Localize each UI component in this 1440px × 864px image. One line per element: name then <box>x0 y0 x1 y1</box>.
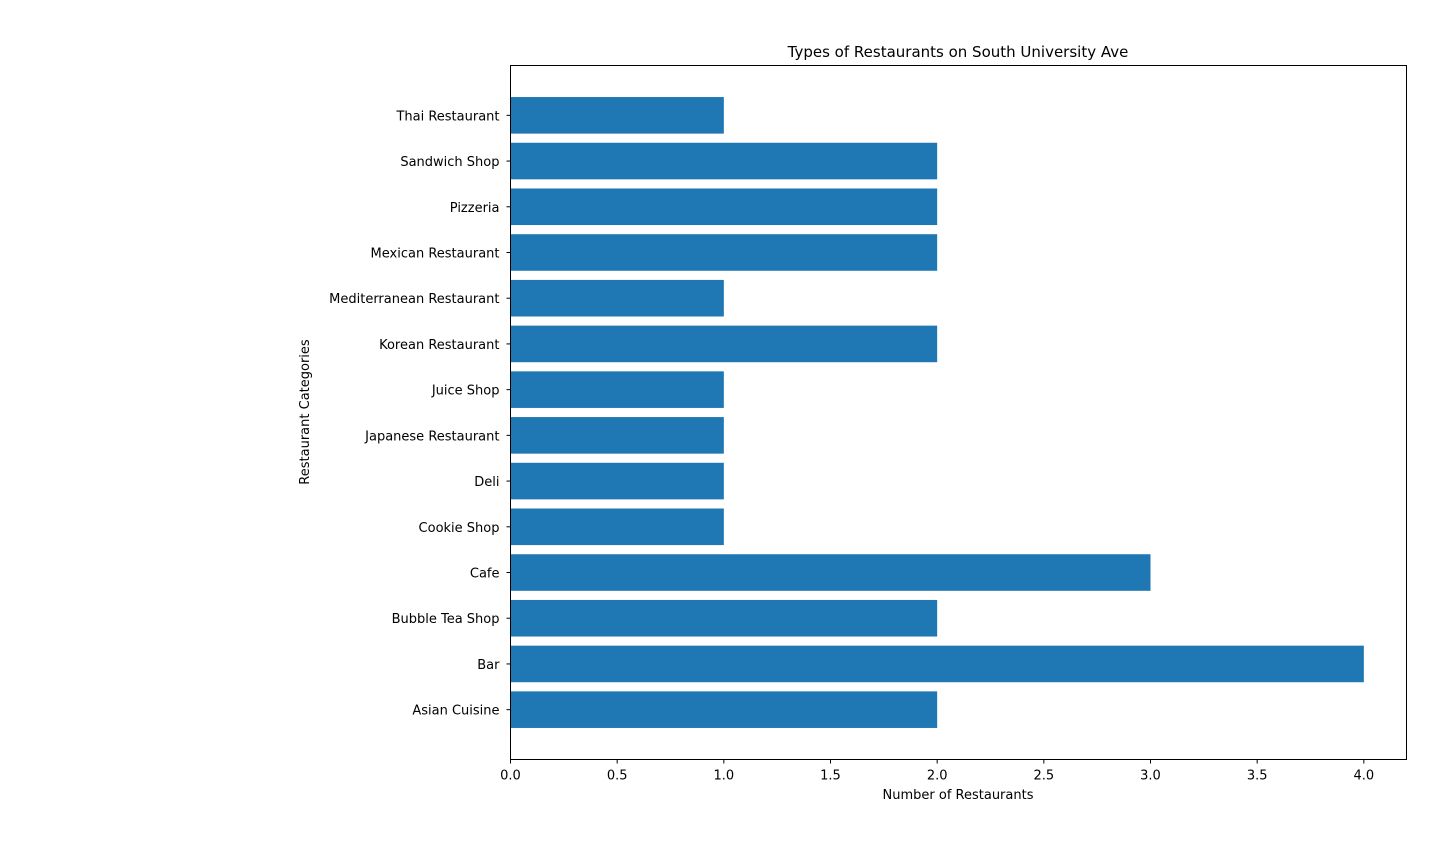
bar <box>510 599 938 637</box>
y-tick-label: Juice Shop <box>431 384 500 399</box>
bar <box>510 97 724 134</box>
x-tick-label: 2.0 <box>927 769 948 784</box>
bar <box>510 371 724 408</box>
y-tick-label: Bar <box>477 658 500 673</box>
bar <box>510 645 1364 683</box>
y-tick-label: Cafe <box>470 567 500 582</box>
bar <box>510 188 938 226</box>
x-tick-label: 1.0 <box>713 769 734 784</box>
bar <box>510 691 938 728</box>
bar <box>510 142 938 180</box>
y-tick-label: Korean Restaurant <box>379 338 499 353</box>
y-tick-label: Deli <box>474 475 499 490</box>
y-tick-label: Mediterranean Restaurant <box>329 292 499 307</box>
y-axis-label: Restaurant Categories <box>298 339 313 485</box>
bar <box>510 417 724 454</box>
y-ticks: Asian Cuisine Bar Bubble Tea Shop Cafe Cook… <box>329 109 511 719</box>
x-tick-label: 3.5 <box>1247 769 1268 784</box>
y-tick-label: Bubble Tea Shop <box>392 612 500 627</box>
plot-frame <box>510 65 1407 760</box>
y-tick-label: Japanese Restaurant <box>364 429 499 444</box>
y-tick-label: Sandwich Shop <box>400 155 499 170</box>
x-tick-label: 2.5 <box>1033 769 1054 784</box>
chart-title: Types of Restaurants on South University… <box>787 43 1129 61</box>
bar <box>510 508 724 546</box>
x-tick-label: 1.5 <box>820 769 841 784</box>
bar <box>510 234 938 271</box>
bar <box>510 462 724 500</box>
x-ticks: 0.0 0.5 1.0 1.5 2.0 2.5 3.0 3.5 4.0 <box>500 759 1374 784</box>
x-tick-label: 3.0 <box>1140 769 1161 784</box>
x-axis-label: Number of Restaurants <box>883 788 1034 803</box>
x-tick-label: 0.0 <box>500 769 521 784</box>
x-tick-label: 4.0 <box>1353 769 1374 784</box>
y-tick-label: Thai Restaurant <box>395 109 499 124</box>
bars-group <box>510 97 1364 728</box>
bar <box>510 325 938 363</box>
y-tick-label: Mexican Restaurant <box>371 246 500 261</box>
y-tick-label: Pizzeria <box>450 201 500 216</box>
bar <box>510 554 1151 591</box>
y-tick-label: Cookie Shop <box>419 521 500 536</box>
y-tick-label: Asian Cuisine <box>412 704 499 719</box>
x-tick-label: 0.5 <box>607 769 628 784</box>
bar <box>510 279 724 317</box>
